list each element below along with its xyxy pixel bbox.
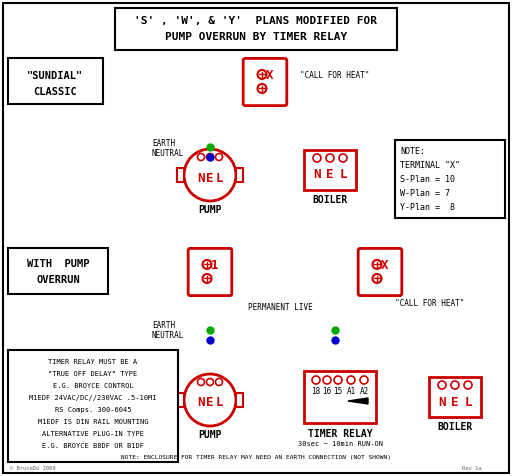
Text: BOILER: BOILER xyxy=(437,422,473,432)
FancyBboxPatch shape xyxy=(243,59,287,106)
Text: "TRUE OFF DELAY" TYPE: "TRUE OFF DELAY" TYPE xyxy=(48,371,138,377)
Text: S-Plan = 10: S-Plan = 10 xyxy=(400,176,455,185)
Text: N: N xyxy=(438,396,446,408)
Text: 16: 16 xyxy=(323,387,332,397)
FancyBboxPatch shape xyxy=(358,248,402,296)
Text: RS Comps. 300-6045: RS Comps. 300-6045 xyxy=(55,407,131,413)
Text: L: L xyxy=(464,396,472,408)
Bar xyxy=(395,140,505,218)
Circle shape xyxy=(258,84,267,93)
Text: N: N xyxy=(313,169,321,181)
Circle shape xyxy=(206,378,214,386)
Text: NEUTRAL: NEUTRAL xyxy=(152,149,184,158)
Text: A1: A1 xyxy=(347,387,356,397)
Text: E.G. BROYCE B8DF OR B1DF: E.G. BROYCE B8DF OR B1DF xyxy=(42,443,144,449)
Bar xyxy=(236,168,243,182)
Circle shape xyxy=(464,381,472,389)
Circle shape xyxy=(323,376,331,384)
Text: E: E xyxy=(206,397,214,409)
Bar xyxy=(236,393,243,407)
Text: 30sec ~ 10min RUN-ON: 30sec ~ 10min RUN-ON xyxy=(297,441,382,447)
Circle shape xyxy=(203,260,211,269)
Circle shape xyxy=(438,381,446,389)
Text: N: N xyxy=(197,397,205,409)
Text: M1EDF IS DIN RAIL MOUNTING: M1EDF IS DIN RAIL MOUNTING xyxy=(38,419,148,425)
Text: © BruceDo 2009: © BruceDo 2009 xyxy=(10,466,55,470)
Text: E.G. BROYCE CONTROL: E.G. BROYCE CONTROL xyxy=(53,383,133,389)
Text: "CALL FOR HEAT": "CALL FOR HEAT" xyxy=(395,298,464,307)
Text: NEUTRAL: NEUTRAL xyxy=(152,331,184,340)
Bar xyxy=(177,168,184,182)
Text: L: L xyxy=(339,169,347,181)
Text: 1: 1 xyxy=(211,259,219,272)
FancyBboxPatch shape xyxy=(188,248,232,296)
Polygon shape xyxy=(348,398,368,404)
Text: PUMP: PUMP xyxy=(198,205,222,215)
Text: EARTH: EARTH xyxy=(152,321,175,330)
Text: 15: 15 xyxy=(333,387,343,397)
Text: WITH  PUMP: WITH PUMP xyxy=(27,259,89,269)
Text: OVERRUN: OVERRUN xyxy=(36,275,80,285)
Bar xyxy=(115,8,397,50)
Text: L: L xyxy=(215,397,223,409)
Text: A2: A2 xyxy=(359,387,369,397)
Text: PUMP: PUMP xyxy=(198,430,222,440)
Circle shape xyxy=(198,378,204,386)
Text: "CALL FOR HEAT": "CALL FOR HEAT" xyxy=(300,70,369,79)
Bar xyxy=(304,150,356,190)
Text: E: E xyxy=(206,171,214,185)
Circle shape xyxy=(312,376,320,384)
Text: NOTE: ENCLOSURE FOR TIMER RELAY MAY NEED AN EARTH CONNECTION (NOT SHOWN): NOTE: ENCLOSURE FOR TIMER RELAY MAY NEED… xyxy=(121,456,391,460)
Circle shape xyxy=(216,378,223,386)
Text: ALTERNATIVE PLUG-IN TYPE: ALTERNATIVE PLUG-IN TYPE xyxy=(42,431,144,437)
Circle shape xyxy=(198,153,204,160)
Text: TIMER RELAY MUST BE A: TIMER RELAY MUST BE A xyxy=(48,359,138,365)
Circle shape xyxy=(203,274,211,283)
Text: X: X xyxy=(381,259,389,272)
Bar xyxy=(177,393,184,407)
Text: "SUNDIAL": "SUNDIAL" xyxy=(27,71,83,81)
Text: NOTE:: NOTE: xyxy=(400,148,425,157)
Bar xyxy=(8,248,108,294)
Text: E: E xyxy=(451,396,459,408)
Bar xyxy=(8,58,103,104)
Circle shape xyxy=(326,154,334,162)
Circle shape xyxy=(347,376,355,384)
Text: BOILER: BOILER xyxy=(312,195,348,205)
Circle shape xyxy=(313,154,321,162)
Text: W-Plan = 7: W-Plan = 7 xyxy=(400,189,450,198)
Circle shape xyxy=(334,376,342,384)
Text: E: E xyxy=(326,169,334,181)
Text: Y-Plan =  8: Y-Plan = 8 xyxy=(400,204,455,212)
Circle shape xyxy=(216,153,223,160)
Bar xyxy=(429,377,481,417)
Text: PERMANENT LIVE: PERMANENT LIVE xyxy=(248,304,312,313)
Bar xyxy=(304,371,376,423)
Text: M1EDF 24VAC/DC//230VAC .5-10MI: M1EDF 24VAC/DC//230VAC .5-10MI xyxy=(29,395,157,401)
Circle shape xyxy=(451,381,459,389)
Text: TERMINAL "X": TERMINAL "X" xyxy=(400,161,460,170)
Circle shape xyxy=(184,374,236,426)
Bar xyxy=(8,350,178,462)
Text: L: L xyxy=(215,171,223,185)
Circle shape xyxy=(258,70,267,79)
Text: N: N xyxy=(197,171,205,185)
Text: CLASSIC: CLASSIC xyxy=(33,87,77,97)
Text: EARTH: EARTH xyxy=(152,139,175,148)
Text: Rev 1a: Rev 1a xyxy=(462,466,481,470)
Text: 18: 18 xyxy=(311,387,321,397)
Text: 'S' , 'W', & 'Y'  PLANS MODIFIED FOR: 'S' , 'W', & 'Y' PLANS MODIFIED FOR xyxy=(135,16,377,26)
Circle shape xyxy=(206,153,214,160)
Circle shape xyxy=(373,260,381,269)
Text: PUMP OVERRUN BY TIMER RELAY: PUMP OVERRUN BY TIMER RELAY xyxy=(165,32,347,42)
Text: TIMER RELAY: TIMER RELAY xyxy=(308,429,372,439)
Text: X: X xyxy=(266,69,274,82)
Circle shape xyxy=(360,376,368,384)
Circle shape xyxy=(339,154,347,162)
Circle shape xyxy=(373,274,381,283)
Circle shape xyxy=(184,149,236,201)
